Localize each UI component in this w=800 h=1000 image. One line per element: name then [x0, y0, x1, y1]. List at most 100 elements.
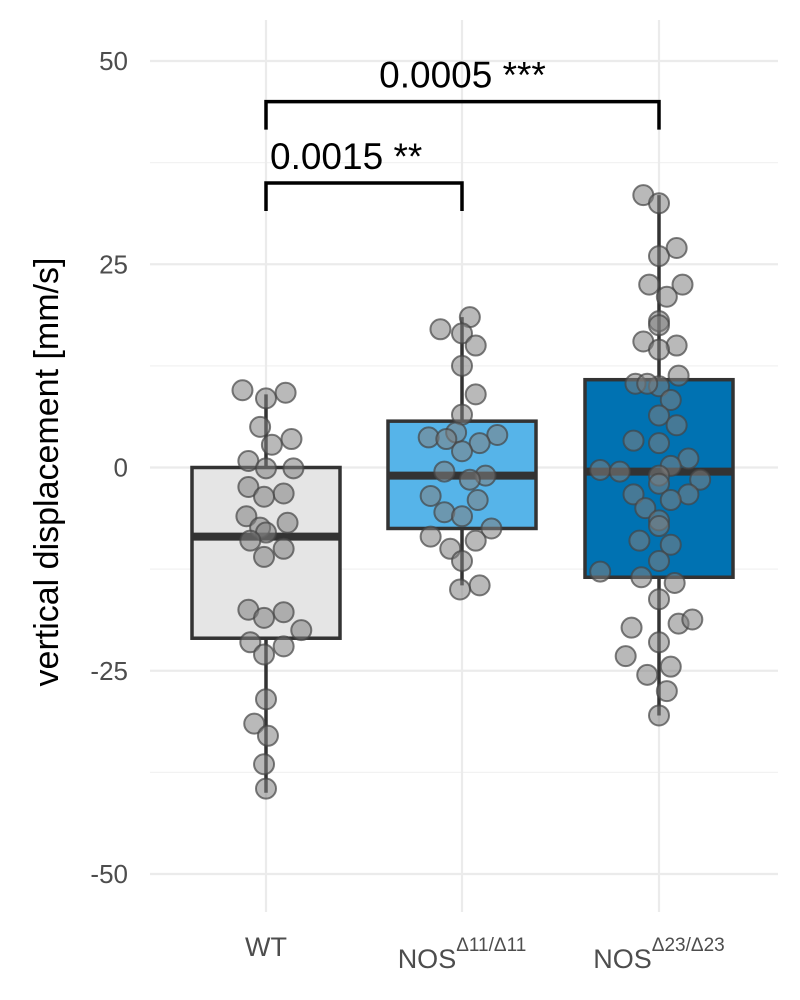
data-point	[272, 482, 295, 505]
data-point	[648, 549, 670, 572]
data-point	[665, 236, 688, 259]
data-point	[243, 712, 266, 735]
data-point	[280, 428, 303, 451]
data-point	[468, 574, 491, 597]
data-point	[253, 545, 276, 568]
data-point	[451, 505, 473, 528]
y-axis-label: vertical displacement [mm/s]	[28, 258, 66, 687]
data-point	[655, 285, 678, 308]
data-point	[636, 372, 659, 395]
y-tick-label: 25	[99, 249, 128, 279]
x-tick-label: NOSΔ23/Δ23	[593, 935, 724, 974]
p-value-label: 0.0005 ***	[379, 55, 546, 96]
data-point	[231, 379, 254, 402]
data-point	[466, 489, 489, 512]
data-point	[249, 415, 272, 438]
data-point	[253, 485, 276, 508]
data-point	[433, 501, 456, 524]
data-point	[464, 383, 487, 406]
p-value-label: 0.0015 **	[270, 136, 422, 177]
data-point	[659, 533, 682, 556]
data-point	[255, 777, 277, 800]
y-tick-label: 50	[99, 46, 128, 76]
data-point	[614, 645, 637, 668]
data-point	[638, 273, 661, 296]
data-point	[458, 468, 481, 491]
data-point	[648, 631, 670, 654]
data-point	[272, 601, 295, 624]
data-point	[665, 414, 688, 437]
data-point	[290, 619, 313, 642]
data-point	[451, 322, 473, 345]
data-point	[689, 468, 712, 491]
data-point	[589, 560, 612, 583]
y-tick-label: -50	[90, 859, 128, 889]
data-point	[648, 404, 670, 427]
data-point	[681, 608, 704, 631]
data-point	[253, 606, 276, 629]
x-axis: WT NOSΔ11/Δ11 NOSΔ23/Δ23	[245, 932, 725, 974]
data-point	[630, 566, 653, 589]
data-point	[486, 423, 509, 446]
data-point	[419, 484, 442, 507]
x-tick-label: WT	[245, 932, 287, 962]
data-point	[468, 432, 491, 455]
data-point	[464, 529, 487, 552]
data-point	[256, 724, 279, 747]
data-point	[255, 688, 277, 711]
data-point	[449, 578, 472, 601]
data-point	[648, 515, 670, 538]
data-point	[659, 655, 682, 678]
data-point	[282, 457, 305, 480]
data-point	[659, 389, 682, 412]
data-point	[239, 631, 262, 654]
data-point	[419, 525, 442, 548]
data-point	[435, 428, 458, 451]
data-point	[464, 334, 487, 357]
significance-bracket: 0.0005 ***	[264, 55, 661, 130]
data-point	[608, 460, 631, 483]
data-point	[274, 381, 297, 404]
data-point	[620, 616, 643, 639]
data-point	[648, 704, 670, 727]
data-point	[648, 338, 670, 361]
x-tick-label: NOSΔ11/Δ11	[398, 935, 527, 974]
data-point	[253, 643, 276, 666]
data-point	[260, 433, 283, 456]
data-point	[272, 635, 295, 658]
data-point	[648, 192, 670, 215]
data-point	[655, 680, 678, 703]
y-axis: 50 25 0 -25 -50	[90, 46, 128, 889]
data-point	[253, 753, 276, 776]
data-point	[665, 334, 688, 357]
data-point	[429, 318, 452, 341]
data-point	[276, 511, 299, 534]
data-point	[648, 472, 670, 495]
data-point	[480, 517, 503, 540]
y-tick-label: -25	[90, 656, 128, 686]
y-tick-label: 0	[114, 453, 128, 483]
data-point	[636, 663, 659, 686]
data-point	[634, 497, 657, 520]
data-point	[622, 483, 645, 506]
data-point	[663, 571, 686, 594]
significance-bracket: 0.0015 **	[264, 136, 464, 211]
data-point	[589, 458, 612, 481]
data-point	[648, 432, 670, 455]
data-point	[255, 387, 277, 410]
data-point	[451, 354, 473, 377]
data-point	[255, 457, 277, 480]
data-point	[648, 245, 670, 268]
data-point	[671, 273, 694, 296]
bracket-line	[264, 181, 464, 211]
data-point	[648, 314, 670, 337]
significance-annotations: 0.0015 ** 0.0005 ***	[264, 55, 661, 211]
data-point	[239, 529, 262, 552]
bracket-line	[264, 99, 661, 130]
data-point	[648, 588, 670, 611]
data-point	[659, 489, 682, 512]
data-points	[231, 184, 712, 800]
data-point	[628, 529, 651, 552]
data-point	[667, 364, 690, 387]
